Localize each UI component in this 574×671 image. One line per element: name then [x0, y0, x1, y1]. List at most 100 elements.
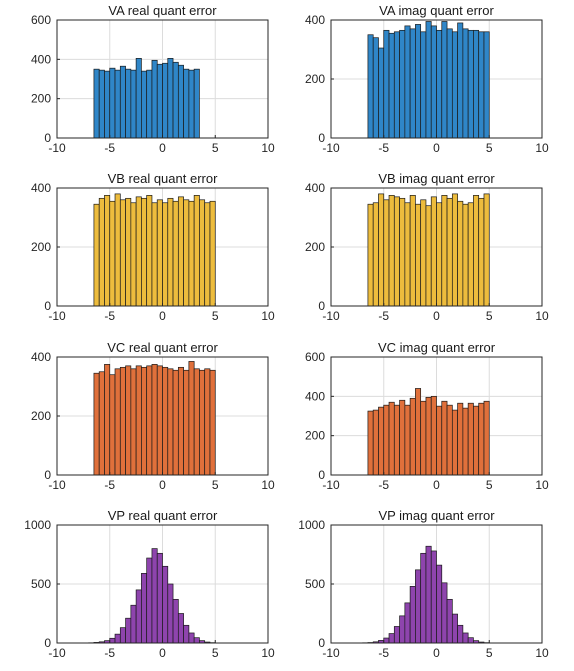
histogram-bar [130, 202, 137, 307]
histogram-bar [162, 565, 169, 644]
histogram-bar [146, 195, 153, 307]
histogram-bar [104, 195, 111, 307]
histogram-bar [436, 29, 443, 139]
histogram-bar [146, 69, 153, 139]
histogram-bar [172, 61, 179, 139]
histogram-bar [114, 193, 121, 307]
histogram-bar [209, 369, 216, 476]
y-tick-label: 600 [31, 13, 51, 27]
histogram-bar [141, 573, 148, 644]
histogram-bar [167, 197, 174, 307]
histogram-bar [462, 407, 469, 476]
histogram-bar [420, 400, 427, 476]
histogram-bar [473, 405, 480, 476]
histogram-bar [483, 193, 490, 307]
histogram-bar [146, 365, 153, 476]
histogram-bar [404, 25, 411, 139]
histogram-bar [399, 615, 406, 644]
histogram-bar [114, 633, 121, 644]
histogram-bar [441, 195, 448, 307]
subplot-8: -10 -5 0 5 10 0 500 1000 VP imag quant error [298, 508, 549, 660]
histogram-bar [135, 589, 142, 644]
x-tick-label: 5 [212, 646, 219, 660]
x-tick-label: 10 [535, 309, 549, 323]
histogram-bar [141, 197, 148, 307]
histogram-bar [114, 368, 121, 476]
chart-title: VA real quant error [108, 3, 217, 18]
histogram-bar [199, 199, 206, 307]
x-tick-label: 0 [433, 309, 440, 323]
histogram-bar [162, 366, 169, 476]
histogram-bar [436, 564, 443, 644]
subplot-2: -10 -5 0 5 10 0 200 400 VA imag quant error [305, 3, 549, 155]
histogram-bar [183, 68, 190, 139]
histogram-bar [141, 70, 148, 139]
histogram-bar [467, 29, 474, 139]
histogram-bar [135, 196, 142, 307]
x-tick-label: -5 [378, 478, 389, 492]
x-tick-label: -5 [378, 141, 389, 155]
y-tick-label: 0 [318, 299, 325, 313]
histogram-bar [130, 69, 137, 139]
histogram-bar [188, 69, 195, 139]
histogram-bar [188, 200, 195, 307]
y-tick-label: 500 [31, 577, 51, 591]
chart-title: VC imag quant error [378, 340, 496, 355]
histogram-bar [183, 199, 190, 307]
histogram-bar [162, 202, 169, 307]
x-tick-label: -10 [48, 141, 66, 155]
x-tick-label: 10 [535, 646, 549, 660]
y-tick-label: 500 [305, 577, 325, 591]
histogram-bar [367, 410, 374, 476]
histogram-bar [393, 31, 400, 139]
chart-title: VC real quant error [107, 340, 218, 355]
histogram-bar [167, 57, 174, 139]
histogram-bar [430, 395, 437, 476]
histogram-bar [446, 28, 453, 139]
y-tick-label: 200 [305, 72, 325, 86]
histogram-bar [425, 205, 432, 307]
histogram-bar [93, 68, 100, 139]
histogram-bar [478, 31, 485, 139]
x-tick-label: 5 [486, 141, 493, 155]
histogram-bar [415, 569, 422, 644]
histogram-bar [193, 368, 200, 476]
x-tick-label: 10 [535, 141, 549, 155]
histogram-bar [177, 366, 184, 476]
y-tick-label: 0 [44, 468, 51, 482]
x-tick-label: 5 [486, 309, 493, 323]
y-tick-label: 200 [31, 240, 51, 254]
chart-title: VB real quant error [108, 171, 219, 186]
subplot-6: -10 -5 0 5 10 0 200 400 600 VC imag quant error [305, 340, 549, 492]
histogram-bar [467, 402, 474, 476]
x-tick-label: -5 [104, 309, 115, 323]
x-tick-label: 5 [486, 646, 493, 660]
y-tick-label: 1000 [24, 518, 51, 532]
subplot-1: -10 -5 0 5 10 0 200 400 600 VA real quant error [31, 3, 275, 155]
histogram-bar [420, 552, 427, 644]
x-tick-label: -5 [378, 309, 389, 323]
histogram-bar [204, 368, 211, 476]
histogram-bar [98, 197, 105, 307]
histogram-bar [141, 366, 148, 476]
histogram-bar [409, 397, 416, 476]
histogram-bar [119, 199, 126, 307]
histogram-bar [393, 196, 400, 307]
histogram-bar [372, 37, 379, 139]
histogram-bar [183, 369, 190, 476]
x-tick-label: 0 [159, 309, 166, 323]
y-tick-label: 0 [318, 636, 325, 650]
y-tick-label: 200 [31, 92, 51, 106]
histogram-bar [378, 406, 385, 476]
histogram-bar [415, 24, 422, 139]
subplot-5: -10 -5 0 5 10 0 200 400 VC real quant error [31, 340, 275, 492]
histogram-bar [193, 195, 200, 307]
histogram-bar [457, 200, 464, 307]
histogram-bar [146, 557, 153, 644]
y-tick-label: 0 [44, 636, 51, 650]
histogram-bar [446, 197, 453, 307]
histogram-bar [93, 203, 100, 307]
histogram-bar [151, 59, 158, 139]
histogram-bar [388, 195, 395, 307]
histogram-bar [467, 637, 474, 644]
